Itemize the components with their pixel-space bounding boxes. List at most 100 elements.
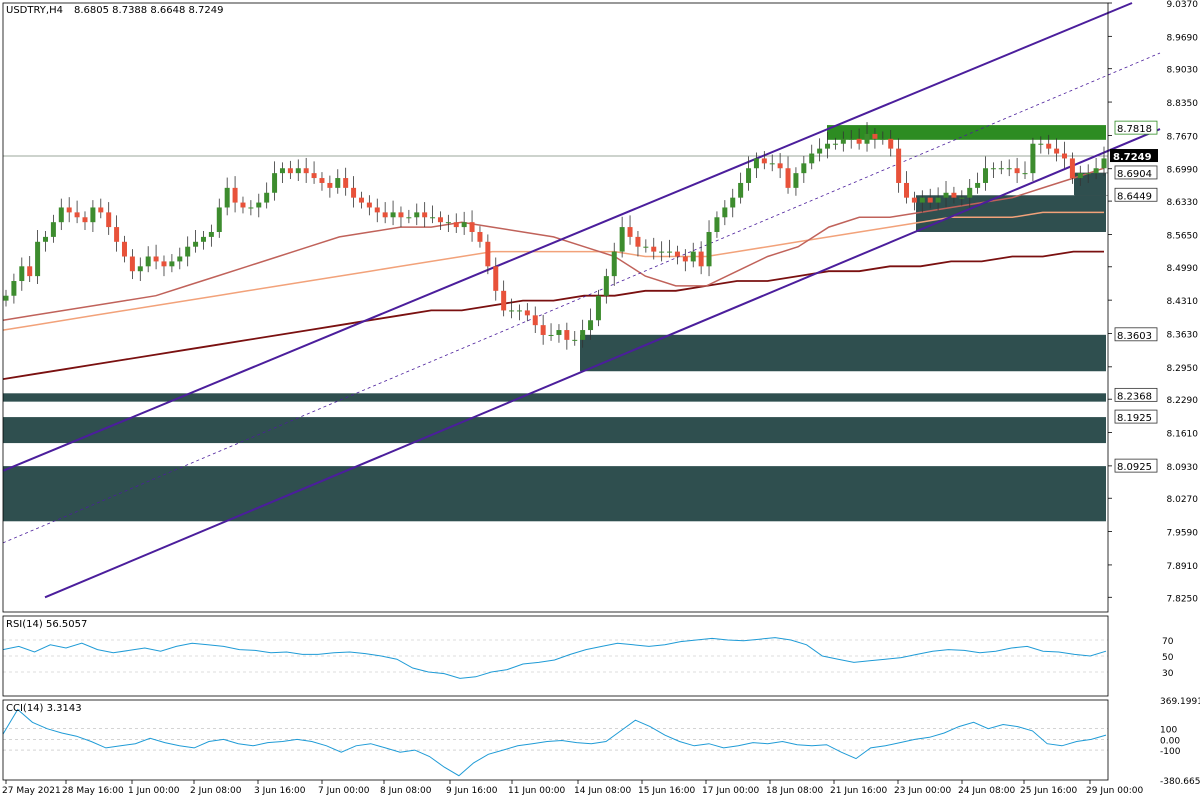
- candle-body: [603, 276, 609, 296]
- candle-body: [524, 310, 530, 316]
- candle-body: [840, 138, 846, 144]
- candle-body: [185, 246, 191, 257]
- candle-body: [801, 163, 807, 174]
- price-tick-label: 7.8250: [1167, 594, 1199, 604]
- candle-body: [121, 241, 127, 257]
- time-tick-label: 14 Jun 08:00: [574, 786, 631, 796]
- rsi-title: RSI(14) 56.5057: [6, 619, 87, 630]
- candle-body: [595, 295, 601, 321]
- candle-body: [106, 212, 112, 228]
- price-label-box: [1114, 165, 1158, 180]
- candle-body: [714, 217, 720, 232]
- candle-body: [1069, 158, 1075, 179]
- candle-body: [540, 325, 546, 335]
- price-tick-label: 8.9690: [1167, 33, 1199, 43]
- candle-body: [919, 197, 925, 203]
- candle-body: [161, 261, 167, 267]
- support-zone: [3, 417, 1106, 444]
- zones-layer: [3, 125, 1106, 522]
- candles-layer: [3, 122, 1107, 350]
- candle-body: [809, 153, 815, 164]
- candle-body: [746, 168, 752, 183]
- candle-body: [240, 202, 246, 208]
- time-tick-label: 27 May 2021: [2, 786, 61, 796]
- candle-body: [82, 217, 88, 223]
- price-tick-label: 7.9590: [1167, 529, 1199, 539]
- candle-body: [635, 236, 641, 247]
- candle-body: [1054, 148, 1060, 154]
- candle-body: [690, 251, 696, 262]
- candle-body: [667, 251, 673, 253]
- candle-body: [477, 231, 483, 242]
- candle-body: [1014, 168, 1020, 174]
- channel-lower-line: [44, 128, 1161, 599]
- candle-body: [738, 182, 744, 198]
- candle-body: [145, 256, 151, 267]
- time-tick-label: 25 Jun 16:00: [1020, 786, 1077, 796]
- candle-body: [272, 173, 278, 193]
- price-label-box: [1114, 327, 1158, 342]
- candle-body: [153, 256, 159, 262]
- candle-body: [35, 241, 41, 277]
- cci-tick-label: -380.665: [1160, 777, 1200, 787]
- candle-body: [627, 227, 633, 237]
- candle-body: [374, 207, 380, 213]
- candle-body: [169, 261, 175, 267]
- candle-body: [303, 168, 309, 174]
- candle-body: [3, 295, 9, 301]
- time-tick-label: 21 Jun 16:00: [830, 786, 887, 796]
- candle-body: [888, 138, 894, 149]
- candle-body: [351, 187, 357, 198]
- candle-body: [390, 212, 396, 218]
- price-label-box: [1114, 409, 1158, 424]
- price-tick-label: 8.4990: [1167, 264, 1199, 274]
- rsi-tick-label: 30: [1162, 669, 1174, 679]
- candle-body: [532, 315, 538, 326]
- candle-body: [967, 187, 973, 198]
- candle-body: [848, 138, 854, 140]
- candle-body: [224, 187, 230, 208]
- candle-body: [730, 197, 736, 208]
- candle-body: [137, 266, 143, 272]
- candle-body: [129, 256, 135, 272]
- candle-body: [856, 138, 862, 144]
- candle-body: [817, 148, 823, 154]
- time-tick-label: 18 Jun 08:00: [766, 786, 823, 796]
- candle-body: [437, 217, 443, 223]
- price-tick-label: 8.2950: [1167, 364, 1199, 374]
- candle-body: [619, 227, 625, 252]
- grid-layer: [3, 155, 1108, 196]
- candle-body: [825, 143, 831, 149]
- moving-averages-layer: [2, 167, 1105, 380]
- candle-body: [706, 231, 712, 267]
- candle-body: [896, 148, 902, 183]
- candle-body: [1006, 168, 1012, 170]
- time-tick-label: 8 Jun 08:00: [380, 786, 432, 796]
- candle-body: [485, 241, 491, 267]
- candle-body: [232, 187, 238, 203]
- time-tick-label: 23 Jun 00:00: [894, 786, 951, 796]
- candle-body: [588, 320, 594, 331]
- candle-body: [74, 212, 80, 218]
- candle-body: [943, 192, 949, 198]
- candle-body: [832, 143, 838, 145]
- candle-body: [256, 202, 262, 208]
- cci-title: CCI(14) 3.3143: [6, 703, 82, 714]
- candle-body: [90, 207, 96, 223]
- price-label: 8.1925: [1117, 413, 1152, 424]
- candle-body: [674, 251, 680, 257]
- price-tick-label: 8.1610: [1167, 430, 1199, 440]
- channel-upper-line: [2, 2, 1133, 472]
- time-tick-label: 11 Jun 00:00: [508, 786, 565, 796]
- candle-body: [1046, 143, 1052, 149]
- candle-body: [248, 207, 254, 209]
- candle-body: [366, 202, 372, 208]
- candle-body: [501, 290, 507, 311]
- candle-body: [287, 168, 293, 174]
- candle-body: [793, 173, 799, 188]
- candle-body: [516, 310, 522, 312]
- candle-body: [279, 168, 285, 174]
- candle-body: [453, 222, 459, 228]
